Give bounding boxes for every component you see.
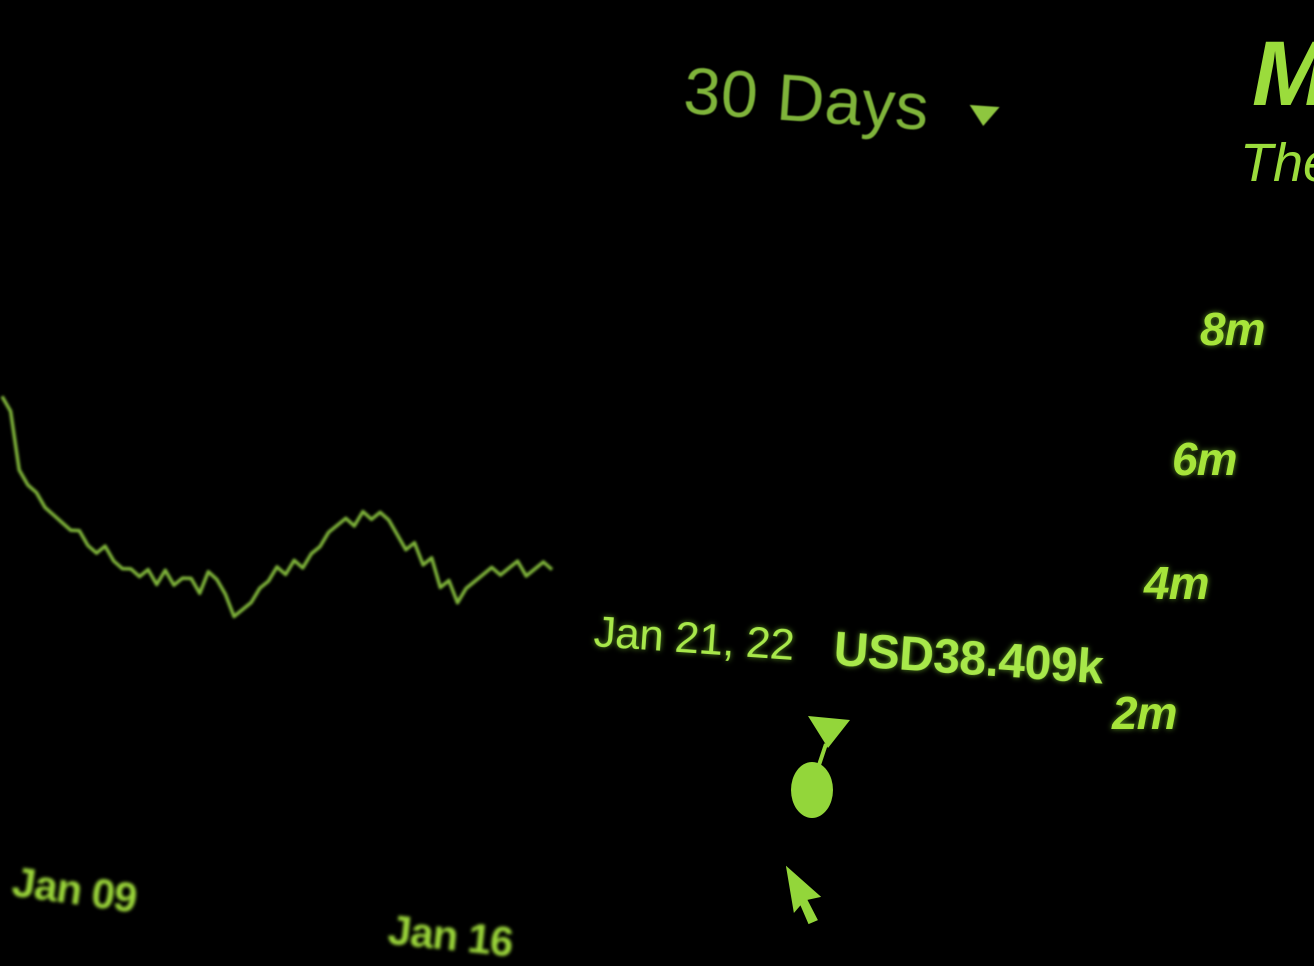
hover-marker xyxy=(791,716,850,818)
panel-title: M xyxy=(1252,22,1314,127)
y-tick-label: 6m xyxy=(1172,433,1237,485)
tooltip-value: USD38.409k xyxy=(832,622,1105,695)
y-tick-label: 4m xyxy=(1144,557,1209,609)
y-tick-label: 2m xyxy=(1112,687,1177,739)
series-line-group xyxy=(0,395,554,619)
marker-pointer xyxy=(808,716,850,748)
highlight-point[interactable] xyxy=(791,762,833,818)
panel-subtitle: The xyxy=(1240,133,1314,193)
series-line xyxy=(0,395,554,619)
mouse-pointer-icon xyxy=(786,865,822,925)
tooltip-date: Jan 21, 22 xyxy=(592,607,796,670)
y-tick-label: 8m xyxy=(1200,303,1265,355)
